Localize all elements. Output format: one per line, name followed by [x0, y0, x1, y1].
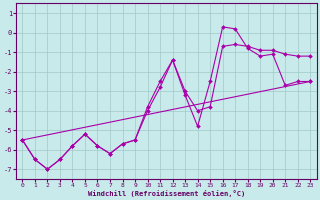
X-axis label: Windchill (Refroidissement éolien,°C): Windchill (Refroidissement éolien,°C) [88, 190, 245, 197]
